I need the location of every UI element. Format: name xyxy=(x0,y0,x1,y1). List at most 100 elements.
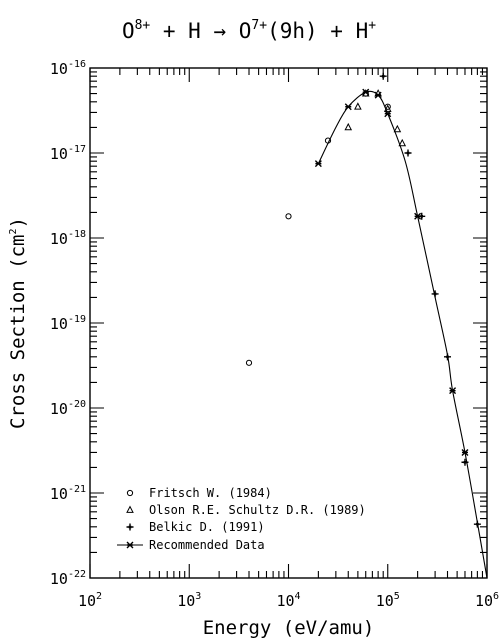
legend-label: Olson R.E. Schultz D.R. (1989) xyxy=(149,503,366,517)
y-axis-title: Cross Section (cm2) xyxy=(7,217,29,429)
legend-item: Olson R.E. Schultz D.R. (1989) xyxy=(126,503,366,517)
data-series xyxy=(245,72,488,579)
y-tick-base: 10 xyxy=(50,485,68,503)
y-tick-exponent: -22 xyxy=(68,569,86,580)
x-marker xyxy=(374,91,382,99)
circle-marker xyxy=(245,359,253,366)
legend-item: Fritsch W. (1984) xyxy=(126,486,272,500)
data-point-triangle xyxy=(354,102,362,110)
y-tick-exponent: -20 xyxy=(68,399,86,410)
title-superscript: 7+ xyxy=(251,18,267,33)
x-tick-exponent: 2 xyxy=(96,591,102,602)
triangle-marker xyxy=(393,124,402,133)
y-axis-title-text: Cross Section (cm xyxy=(7,235,29,429)
triangle-marker xyxy=(383,104,392,112)
data-point-line xyxy=(384,110,392,118)
plus-marker-center xyxy=(433,292,437,296)
series-line xyxy=(314,88,488,579)
y-tick-label: 10-19 xyxy=(50,314,86,333)
data-point-plus xyxy=(404,149,412,157)
y-tick-base: 10 xyxy=(50,60,68,78)
y-tick-base: 10 xyxy=(50,315,68,333)
x-tick-exponent: 3 xyxy=(195,591,201,602)
x-marker xyxy=(344,103,352,111)
y-tick-exponent: -19 xyxy=(68,314,86,325)
data-point-triangle xyxy=(344,122,353,131)
data-point-triangle xyxy=(126,505,134,513)
x-tick-exponent: 4 xyxy=(295,591,301,602)
plus-marker-center xyxy=(406,151,410,155)
triangle-marker xyxy=(126,505,134,513)
plot-border xyxy=(89,67,488,579)
data-point-line xyxy=(449,387,457,395)
legend-label: Belkic D. (1991) xyxy=(149,520,265,534)
triangle-marker xyxy=(344,122,353,131)
x-tick-base: 10 xyxy=(276,592,294,610)
chart-title-text: O8+ + H → O7+(9h) + H+ xyxy=(122,18,376,43)
y-tick-label: 10-18 xyxy=(50,229,86,248)
triangle-marker xyxy=(398,138,407,147)
data-point-circle xyxy=(245,359,253,366)
data-point-line xyxy=(126,541,134,549)
data-point-circle xyxy=(285,213,292,220)
y-tick-label: 10-17 xyxy=(50,144,86,163)
series-plus xyxy=(379,72,481,528)
data-point-line xyxy=(362,88,370,96)
data-point-line xyxy=(344,103,352,111)
triangle-marker xyxy=(354,102,362,110)
series-triangle xyxy=(344,89,407,147)
x-marker xyxy=(314,160,322,168)
data-point-circle xyxy=(126,489,134,497)
x-tick-label: 106 xyxy=(475,591,499,610)
data-point-triangle xyxy=(398,138,407,147)
title-part: O xyxy=(122,19,135,43)
y-axis-title-text: ) xyxy=(7,217,29,228)
y-axis: 10-2210-2110-2010-1910-1810-1710-16Cross… xyxy=(7,59,487,588)
title-part: (9h) + H xyxy=(267,19,368,43)
data-point-line xyxy=(414,212,422,220)
x-tick-label: 104 xyxy=(276,591,300,610)
legend: Fritsch W. (1984) Olson R.E. Schultz D.R.… xyxy=(117,486,366,552)
title-superscript: + xyxy=(368,18,376,33)
y-tick-base: 10 xyxy=(50,145,68,163)
x-tick-label: 103 xyxy=(177,591,201,610)
circle-marker xyxy=(126,489,134,497)
title-part: + H → O xyxy=(150,19,251,43)
x-tick-base: 10 xyxy=(376,592,394,610)
y-tick-base: 10 xyxy=(50,230,68,248)
x-tick-base: 10 xyxy=(475,592,493,610)
title-superscript: 8+ xyxy=(135,18,151,33)
data-point-line xyxy=(314,160,322,168)
x-tick-base: 10 xyxy=(177,592,195,610)
x-tick-label: 105 xyxy=(376,591,400,610)
x-marker xyxy=(449,387,457,395)
x-marker xyxy=(461,448,469,456)
data-point-plus xyxy=(126,523,134,531)
y-tick-exponent: -18 xyxy=(68,229,86,240)
data-point-line xyxy=(374,91,382,99)
chart-title: O8+ + H → O7+(9h) + H+ xyxy=(122,18,376,43)
y-tick-label: 10-22 xyxy=(50,569,86,588)
x-tick-exponent: 5 xyxy=(394,591,400,602)
data-point-line xyxy=(461,448,469,456)
y-tick-label: 10-16 xyxy=(50,59,86,78)
y-axis-title-superscript: 2 xyxy=(8,228,19,234)
data-point-triangle xyxy=(393,124,402,133)
y-tick-exponent: -21 xyxy=(68,484,86,495)
plus-marker-center xyxy=(128,525,132,529)
x-marker xyxy=(126,541,134,549)
legend-item: Recommended Data xyxy=(117,538,265,552)
y-tick-base: 10 xyxy=(50,570,68,588)
y-tick-base: 10 xyxy=(50,400,68,418)
data-point-triangle xyxy=(383,104,392,112)
plus-marker-center xyxy=(381,74,385,78)
y-tick-exponent: -16 xyxy=(68,59,86,70)
y-tick-exponent: -17 xyxy=(68,144,86,155)
x-marker xyxy=(414,212,422,220)
y-tick-label: 10-21 xyxy=(50,484,86,503)
y-tick-label: 10-20 xyxy=(50,399,86,418)
plus-marker-center xyxy=(420,215,424,218)
plus-marker-center xyxy=(463,460,467,464)
x-tick-label: 102 xyxy=(78,591,102,610)
